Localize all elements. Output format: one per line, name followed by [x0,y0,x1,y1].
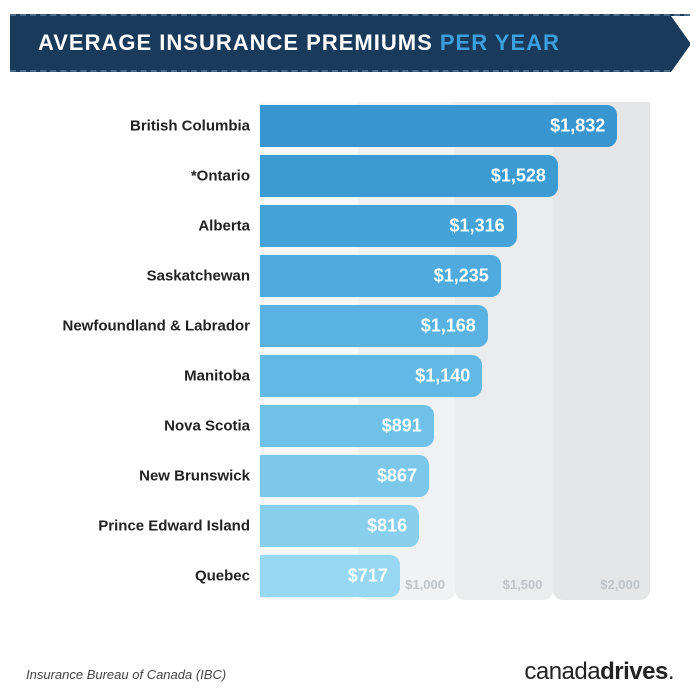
bar-row: $1,832 [260,102,650,150]
source-text: Insurance Bureau of Canada (IBC) [26,667,226,682]
row-label: Nova Scotia [10,418,250,435]
bar-row: $1,168 [260,302,650,350]
row-label: Prince Edward Island [10,518,250,535]
label-row: Manitoba [10,352,260,400]
bar: $891 [260,405,434,447]
label-row: British Columbia [10,102,260,150]
label-row: Quebec [10,552,260,600]
bar-value: $1,140 [415,366,470,387]
bar-value: $1,235 [434,266,489,287]
label-row: Prince Edward Island [10,502,260,550]
row-label: Quebec [10,568,250,585]
bar: $1,168 [260,305,488,347]
bar-row: $891 [260,402,650,450]
bar-row: $867 [260,452,650,500]
row-label: New Brunswick [10,468,250,485]
label-column: British Columbia *Ontario Alberta Saskatche… [10,102,260,630]
title-banner: AVERAGE INSURANCE PREMIUMS PER YEAR [10,14,690,72]
label-row: Saskatchewan [10,252,260,300]
bar-value: $816 [367,516,407,537]
bar-row: $816 [260,502,650,550]
bar-value: $867 [377,466,417,487]
bar-value: $1,528 [491,166,546,187]
brand-part2: drives [600,658,668,685]
bar: $867 [260,455,429,497]
bar-value: $1,168 [421,316,476,337]
brand-suffix: . [668,658,674,685]
brand-part1: canada [524,658,600,685]
bar-row: $1,140 [260,352,650,400]
bar-value: $1,316 [450,216,505,237]
bar-value: $1,832 [550,116,605,137]
bar: $1,832 [260,105,617,147]
row-label: Alberta [10,218,250,235]
label-row: Alberta [10,202,260,250]
bar-row: $717 [260,552,650,600]
bar: $1,316 [260,205,517,247]
row-label: Saskatchewan [10,268,250,285]
plot-column: $500$1,000$1,500$2,000$1,832$1,528$1,316… [260,102,650,630]
bar-value: $891 [382,416,422,437]
brand-logo: canadadrives. [524,658,674,686]
row-label: British Columbia [10,118,250,135]
bar: $1,528 [260,155,558,197]
label-row: Nova Scotia [10,402,260,450]
title-text-main: AVERAGE INSURANCE PREMIUMS [38,30,440,55]
label-row: *Ontario [10,152,260,200]
bar-row: $1,235 [260,252,650,300]
row-label: Manitoba [10,368,250,385]
label-row: Newfoundland & Labrador [10,302,260,350]
chart-area: British Columbia *Ontario Alberta Saskatche… [10,102,690,630]
row-label: *Ontario [10,168,250,185]
bar: $1,235 [260,255,501,297]
bar: $1,140 [260,355,482,397]
bar-row: $1,528 [260,152,650,200]
row-label: Newfoundland & Labrador [10,318,250,335]
title-text-accent: PER YEAR [440,30,560,55]
label-row: New Brunswick [10,452,260,500]
bar: $816 [260,505,419,547]
bar-value: $717 [348,566,388,587]
bar-row: $1,316 [260,202,650,250]
bar: $717 [260,555,400,597]
